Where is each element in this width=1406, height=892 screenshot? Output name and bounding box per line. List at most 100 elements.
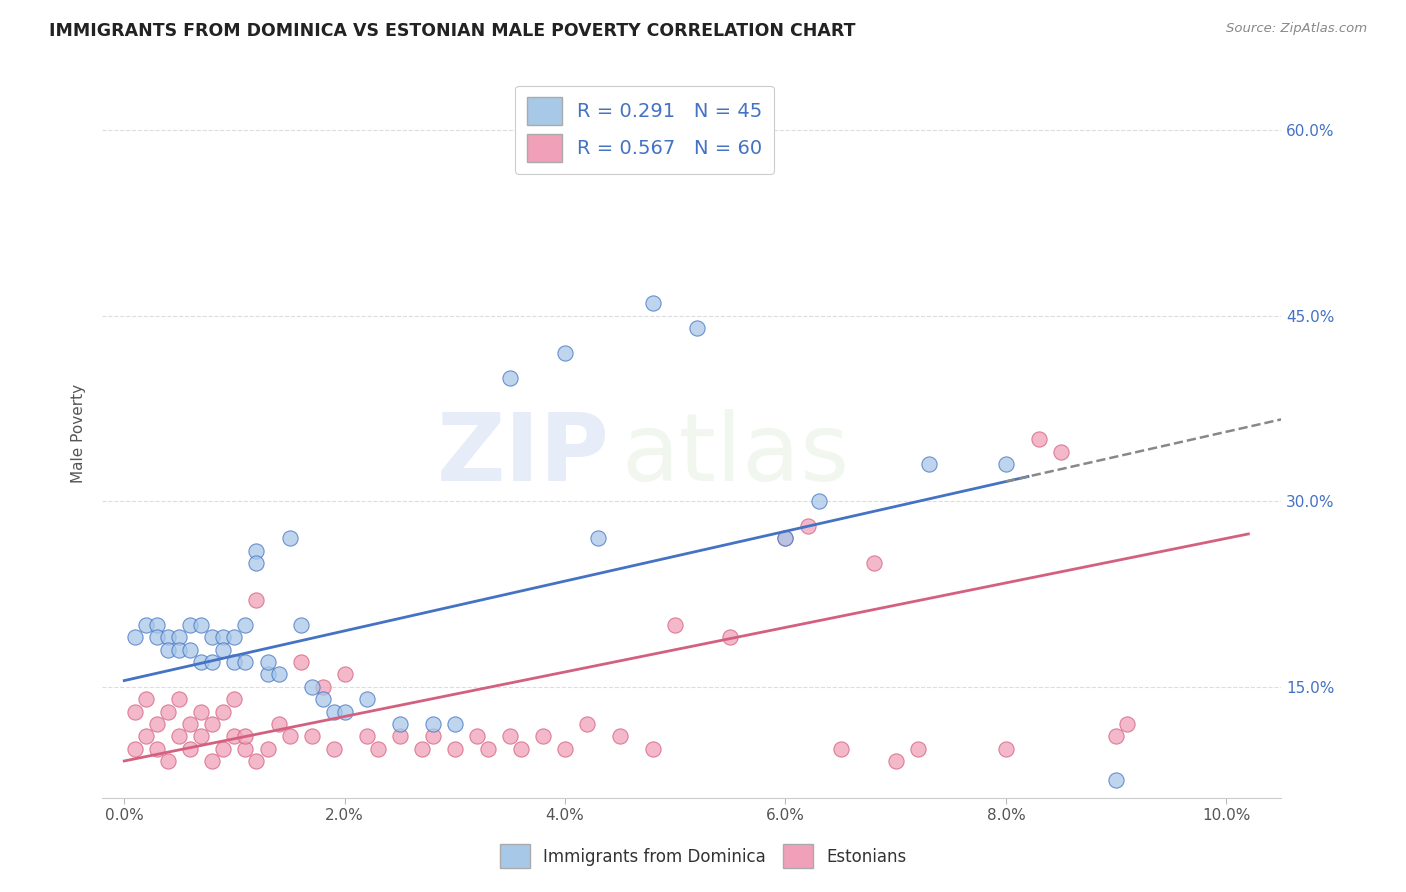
Point bbox=[465, 729, 488, 743]
Point bbox=[554, 741, 576, 756]
Point bbox=[643, 296, 665, 310]
Point bbox=[422, 729, 444, 743]
Point bbox=[212, 741, 235, 756]
Point bbox=[124, 705, 146, 719]
Point bbox=[807, 494, 830, 508]
Point bbox=[278, 729, 301, 743]
Legend: R = 0.291   N = 45, R = 0.567   N = 60: R = 0.291 N = 45, R = 0.567 N = 60 bbox=[515, 86, 775, 174]
Point bbox=[1050, 445, 1073, 459]
Point bbox=[201, 630, 224, 644]
Point bbox=[224, 630, 246, 644]
Point bbox=[146, 630, 169, 644]
Point bbox=[356, 729, 378, 743]
Point bbox=[311, 692, 333, 706]
Point bbox=[256, 667, 278, 681]
Point bbox=[169, 630, 191, 644]
Point bbox=[718, 630, 741, 644]
Point bbox=[256, 741, 278, 756]
Point bbox=[256, 655, 278, 669]
Point bbox=[994, 741, 1017, 756]
Point bbox=[190, 618, 212, 632]
Point bbox=[124, 630, 146, 644]
Point bbox=[157, 630, 180, 644]
Text: IMMIGRANTS FROM DOMINICA VS ESTONIAN MALE POVERTY CORRELATION CHART: IMMIGRANTS FROM DOMINICA VS ESTONIAN MAL… bbox=[49, 22, 856, 40]
Point bbox=[1105, 772, 1128, 787]
Text: Source: ZipAtlas.com: Source: ZipAtlas.com bbox=[1226, 22, 1367, 36]
Point bbox=[124, 741, 146, 756]
Point bbox=[576, 717, 599, 731]
Point bbox=[267, 717, 290, 731]
Point bbox=[444, 717, 467, 731]
Point bbox=[301, 729, 323, 743]
Point bbox=[333, 667, 356, 681]
Point bbox=[411, 741, 433, 756]
Point bbox=[224, 655, 246, 669]
Point bbox=[235, 741, 257, 756]
Point bbox=[278, 532, 301, 546]
Point bbox=[224, 729, 246, 743]
Point bbox=[190, 655, 212, 669]
Point bbox=[169, 729, 191, 743]
Point bbox=[554, 346, 576, 360]
Point bbox=[235, 618, 257, 632]
Point bbox=[245, 543, 267, 558]
Point bbox=[290, 655, 312, 669]
Point bbox=[1105, 729, 1128, 743]
Point bbox=[212, 630, 235, 644]
Point bbox=[245, 556, 267, 570]
Point bbox=[146, 741, 169, 756]
Text: ZIP: ZIP bbox=[436, 409, 609, 501]
Point bbox=[322, 741, 344, 756]
Point bbox=[201, 717, 224, 731]
Point bbox=[918, 457, 941, 471]
Legend: Immigrants from Dominica, Estonians: Immigrants from Dominica, Estonians bbox=[494, 838, 912, 875]
Point bbox=[179, 642, 201, 657]
Point bbox=[267, 667, 290, 681]
Point bbox=[157, 705, 180, 719]
Point bbox=[235, 729, 257, 743]
Point bbox=[531, 729, 554, 743]
Point bbox=[367, 741, 389, 756]
Point bbox=[444, 741, 467, 756]
Point bbox=[212, 642, 235, 657]
Point bbox=[796, 519, 818, 533]
Point bbox=[179, 741, 201, 756]
Point bbox=[169, 642, 191, 657]
Text: atlas: atlas bbox=[621, 409, 849, 501]
Point bbox=[157, 754, 180, 768]
Point bbox=[135, 729, 157, 743]
Point bbox=[224, 692, 246, 706]
Point bbox=[775, 532, 797, 546]
Y-axis label: Male Poverty: Male Poverty bbox=[72, 384, 86, 483]
Point bbox=[499, 729, 522, 743]
Point bbox=[212, 705, 235, 719]
Point bbox=[907, 741, 929, 756]
Point bbox=[356, 692, 378, 706]
Point bbox=[157, 642, 180, 657]
Point bbox=[884, 754, 907, 768]
Point bbox=[1116, 717, 1139, 731]
Point bbox=[135, 692, 157, 706]
Point bbox=[201, 754, 224, 768]
Point bbox=[422, 717, 444, 731]
Point bbox=[994, 457, 1017, 471]
Point bbox=[245, 593, 267, 607]
Point bbox=[1028, 433, 1050, 447]
Point bbox=[146, 717, 169, 731]
Point bbox=[322, 705, 344, 719]
Point bbox=[135, 618, 157, 632]
Point bbox=[190, 729, 212, 743]
Point bbox=[201, 655, 224, 669]
Point bbox=[830, 741, 852, 756]
Point bbox=[775, 532, 797, 546]
Point bbox=[190, 705, 212, 719]
Point bbox=[477, 741, 499, 756]
Point bbox=[333, 705, 356, 719]
Point bbox=[235, 655, 257, 669]
Point bbox=[301, 680, 323, 694]
Point bbox=[643, 741, 665, 756]
Point bbox=[686, 321, 709, 335]
Point bbox=[586, 532, 609, 546]
Point bbox=[388, 717, 411, 731]
Point bbox=[311, 680, 333, 694]
